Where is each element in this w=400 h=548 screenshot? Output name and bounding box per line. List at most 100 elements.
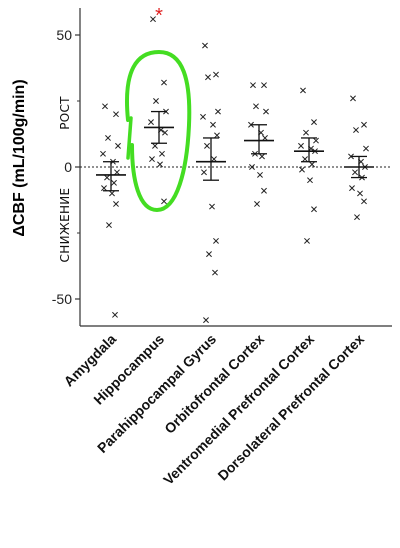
data-point (159, 150, 165, 157)
data-point-stroke (200, 113, 206, 120)
data-point-stroke (149, 156, 155, 163)
data-point-stroke (162, 129, 168, 136)
data-point (300, 87, 306, 94)
data-point-stroke (307, 177, 313, 184)
data-point (101, 185, 107, 192)
data-point (161, 198, 167, 205)
data-point (106, 222, 112, 229)
data-point-stroke (313, 137, 319, 144)
data-point (214, 132, 220, 139)
data-point-stroke (299, 166, 305, 173)
data-point (162, 129, 168, 136)
data-point-stroke (259, 153, 265, 160)
data-point (212, 269, 218, 276)
data-point-stroke (114, 169, 120, 176)
data-point (352, 169, 358, 176)
data-point (200, 113, 206, 120)
data-point (349, 185, 355, 192)
data-point (209, 203, 215, 210)
data-point (114, 169, 120, 176)
data-point (211, 156, 217, 163)
data-point (204, 142, 210, 149)
data-point-stroke (350, 95, 356, 102)
increase-label: РОСТ (58, 96, 72, 130)
data-point-stroke (363, 145, 369, 152)
data-point-stroke (303, 129, 309, 136)
data-point-stroke (249, 164, 255, 170)
data-point (357, 190, 363, 197)
data-point-stroke (150, 16, 156, 23)
data-point-stroke (161, 198, 167, 205)
data-point-stroke (202, 42, 208, 49)
data-point (109, 190, 115, 197)
data-point (205, 74, 211, 81)
error-bars (96, 110, 374, 192)
data-point-stroke (115, 142, 121, 149)
data-point (113, 201, 119, 207)
data-point (102, 103, 108, 110)
data-point-stroke (361, 198, 367, 205)
data-point (113, 111, 119, 118)
data-point-stroke (250, 82, 256, 89)
data-point (150, 16, 156, 23)
data-point-stroke (206, 251, 212, 258)
data-point (203, 317, 209, 324)
data-point-stroke (203, 317, 209, 324)
data-point (259, 153, 265, 160)
decrease-label: СНИЖЕНИЕ (58, 188, 72, 263)
data-point (261, 82, 267, 89)
data-point-stroke (112, 311, 118, 318)
data-point (100, 150, 106, 157)
y-axis-label: ΔCBF (mL/100g/min) (11, 79, 28, 236)
data-point-stroke (349, 185, 355, 192)
data-point (215, 108, 221, 115)
y-tick-label: 0 (64, 159, 72, 175)
data-point-stroke (104, 174, 110, 181)
data-point-stroke (354, 214, 360, 221)
data-point (213, 71, 219, 78)
data-point-stroke (302, 156, 308, 163)
data-point-stroke (205, 74, 211, 81)
data-point-stroke (101, 185, 107, 192)
data-point (157, 161, 163, 168)
data-point (313, 137, 319, 144)
data-point (298, 142, 304, 149)
data-point-stroke (261, 187, 267, 194)
data-point-stroke (298, 142, 304, 149)
significance-star: * (155, 5, 163, 27)
data-point-stroke (352, 169, 358, 176)
data-point-stroke (253, 103, 259, 110)
data-point-stroke (212, 269, 218, 276)
data-point-stroke (213, 71, 219, 78)
axes: 50 0 -50 (52, 8, 392, 327)
data-point (115, 142, 121, 149)
data-point (161, 79, 167, 86)
data-point-stroke (113, 111, 119, 118)
data-point (361, 121, 367, 128)
data-point (350, 95, 356, 102)
data-point-stroke (309, 161, 315, 168)
data-point-stroke (304, 237, 310, 244)
data-point (250, 82, 256, 89)
data-point-stroke (113, 201, 119, 207)
data-point-stroke (311, 119, 317, 126)
data-point-stroke (213, 237, 219, 244)
data-point-stroke (148, 119, 154, 126)
data-point-stroke (353, 127, 359, 133)
data-point (311, 119, 317, 126)
data-point (148, 119, 154, 126)
data-point-stroke (161, 79, 167, 86)
data-point (202, 42, 208, 49)
data-point-stroke (257, 171, 263, 178)
data-point-stroke (209, 203, 215, 210)
data-point-stroke (152, 142, 158, 149)
data-point (111, 179, 117, 186)
data-point (254, 201, 260, 207)
data-point (257, 171, 263, 178)
data-point (361, 198, 367, 205)
data-point-stroke (105, 135, 111, 141)
data-point (105, 135, 111, 141)
y-tick-label: -50 (52, 291, 72, 307)
